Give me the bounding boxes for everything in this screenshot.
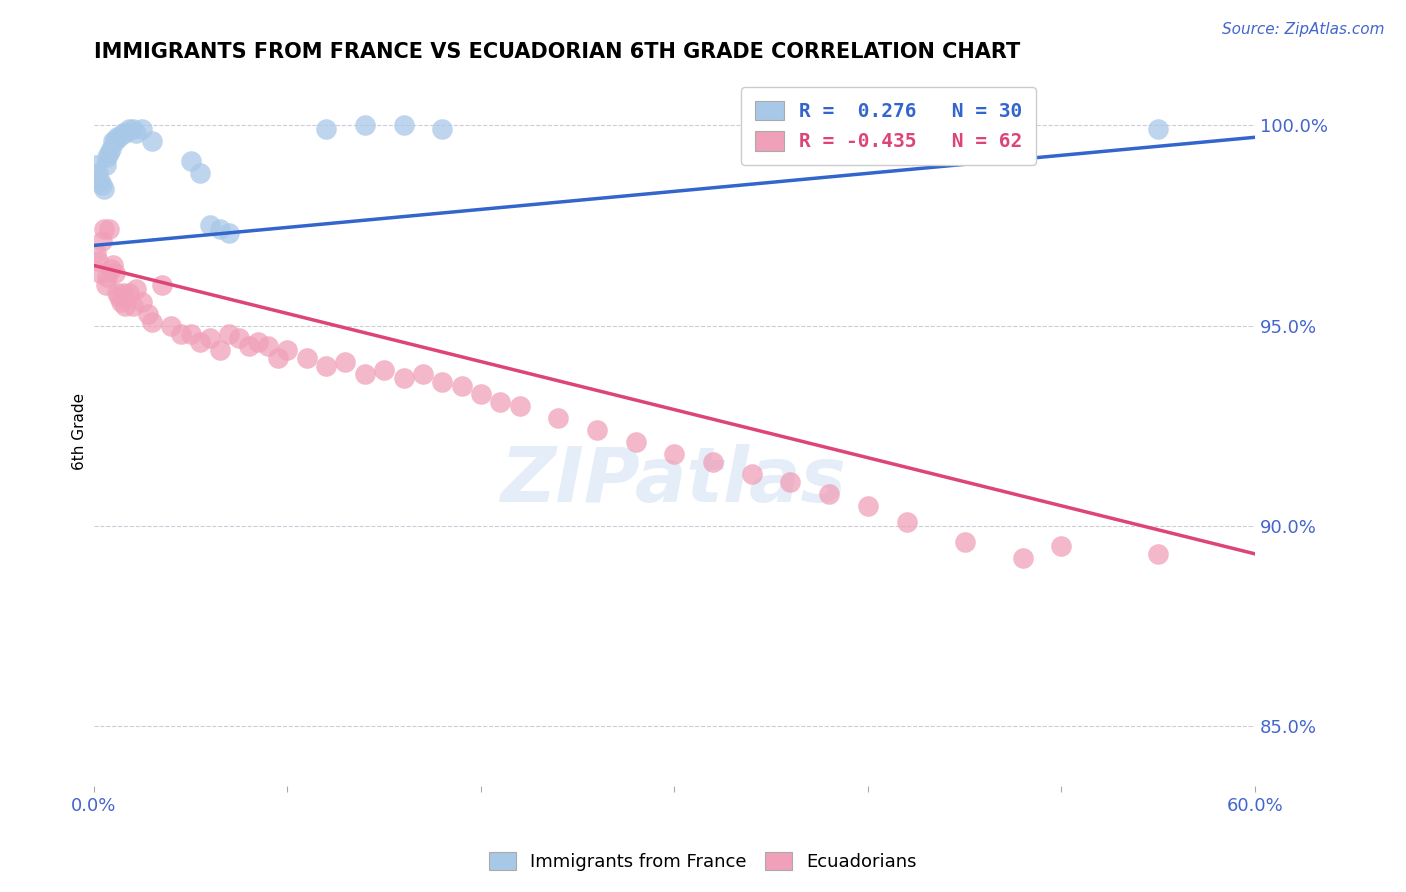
Point — [98, 222, 121, 236]
Y-axis label: 6th Grade: 6th Grade — [72, 393, 87, 470]
Point — [741, 467, 763, 481]
Text: Source: ZipAtlas.com: Source: ZipAtlas.com — [1222, 22, 1385, 37]
Point — [896, 515, 918, 529]
Point — [100, 142, 122, 156]
Legend: Immigrants from France, Ecuadorians: Immigrants from France, Ecuadorians — [482, 845, 924, 879]
Point — [170, 326, 193, 341]
Point — [118, 286, 141, 301]
Point — [198, 219, 221, 233]
Point — [87, 166, 110, 180]
Point — [111, 126, 134, 140]
Point — [856, 499, 879, 513]
Point — [103, 259, 125, 273]
Point — [114, 298, 136, 312]
Point — [953, 534, 976, 549]
Point — [315, 359, 337, 373]
Point — [141, 314, 163, 328]
Point — [664, 447, 686, 461]
Point — [353, 367, 375, 381]
Point — [489, 394, 512, 409]
Point — [470, 386, 492, 401]
Point — [432, 122, 454, 136]
Text: ZIPatlas: ZIPatlas — [502, 444, 848, 518]
Point — [1011, 550, 1033, 565]
Point — [218, 227, 240, 241]
Point — [90, 235, 112, 249]
Point — [188, 166, 211, 180]
Point — [131, 122, 153, 136]
Point — [624, 434, 647, 449]
Point — [392, 370, 415, 384]
Point — [114, 126, 136, 140]
Point — [238, 338, 260, 352]
Point — [412, 367, 434, 381]
Point — [198, 330, 221, 344]
Point — [315, 122, 337, 136]
Point — [180, 326, 202, 341]
Point — [547, 410, 569, 425]
Point — [136, 306, 159, 320]
Point — [208, 343, 231, 357]
Point — [180, 154, 202, 169]
Point — [94, 278, 117, 293]
Point — [295, 351, 318, 365]
Point — [104, 267, 127, 281]
Point — [509, 399, 531, 413]
Point — [432, 375, 454, 389]
Point — [188, 334, 211, 349]
Point — [105, 130, 128, 145]
Point — [586, 423, 609, 437]
Point — [89, 174, 111, 188]
Point — [103, 134, 125, 148]
Point — [93, 222, 115, 236]
Point — [353, 118, 375, 132]
Point — [1147, 122, 1170, 136]
Point — [218, 326, 240, 341]
Point — [247, 334, 270, 349]
Point — [450, 378, 472, 392]
Point — [141, 134, 163, 148]
Point — [98, 146, 121, 161]
Point — [93, 182, 115, 196]
Legend: R =  0.276   N = 30, R = -0.435   N = 62: R = 0.276 N = 30, R = -0.435 N = 62 — [741, 87, 1036, 165]
Point — [108, 130, 131, 145]
Point — [1147, 547, 1170, 561]
Point — [104, 134, 127, 148]
Text: IMMIGRANTS FROM FRANCE VS ECUADORIAN 6TH GRADE CORRELATION CHART: IMMIGRANTS FROM FRANCE VS ECUADORIAN 6TH… — [94, 42, 1021, 62]
Point — [89, 267, 111, 281]
Point — [818, 487, 841, 501]
Point — [105, 286, 128, 301]
Point — [100, 262, 122, 277]
Point — [90, 178, 112, 193]
Point — [276, 343, 298, 357]
Point — [111, 286, 134, 301]
Point — [160, 318, 183, 333]
Point — [208, 222, 231, 236]
Point — [257, 338, 280, 352]
Point — [121, 298, 143, 312]
Point — [150, 278, 173, 293]
Point — [108, 291, 131, 305]
Point — [121, 122, 143, 136]
Point — [1050, 539, 1073, 553]
Point — [131, 294, 153, 309]
Point — [335, 354, 357, 368]
Point — [84, 246, 107, 260]
Point — [373, 362, 395, 376]
Point — [125, 126, 148, 140]
Point — [96, 150, 118, 164]
Point — [94, 158, 117, 172]
Point — [87, 254, 110, 268]
Point — [96, 270, 118, 285]
Point — [84, 158, 107, 172]
Point — [125, 283, 148, 297]
Point — [110, 294, 132, 309]
Point — [228, 330, 250, 344]
Point — [779, 475, 801, 489]
Point — [392, 118, 415, 132]
Point — [267, 351, 290, 365]
Point — [118, 122, 141, 136]
Point — [702, 455, 724, 469]
